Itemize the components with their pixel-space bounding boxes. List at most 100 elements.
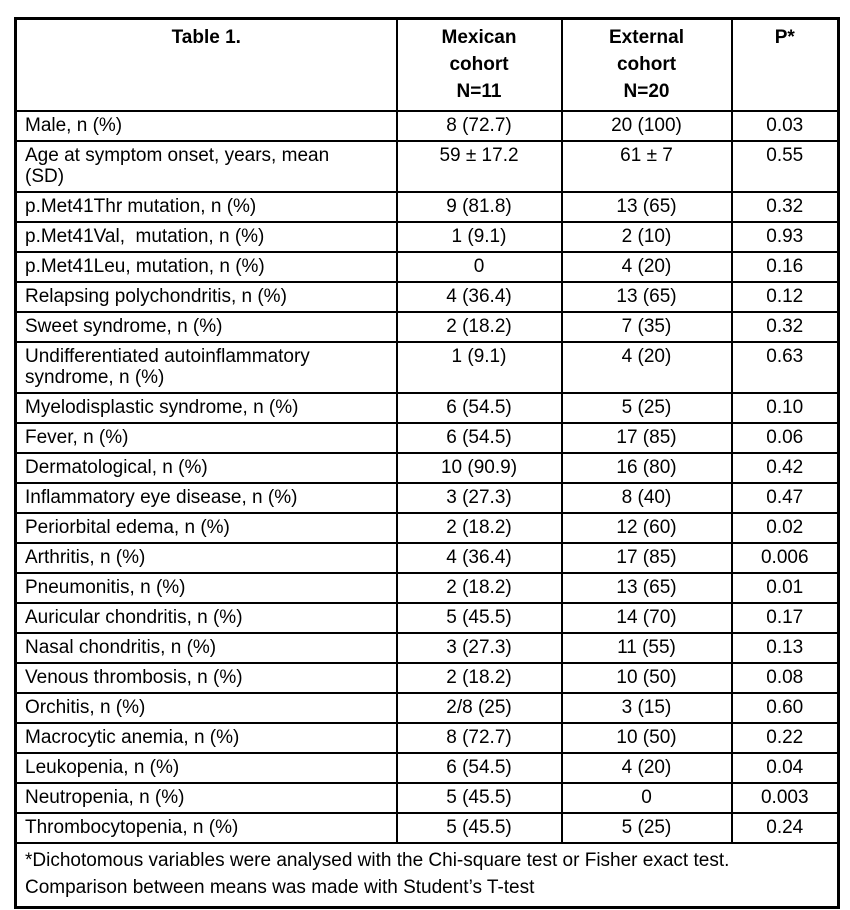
mexican-cohort-value: 6 (54.5) <box>395 392 563 424</box>
external-cohort-value: 4 (20) <box>560 251 733 283</box>
mexican-cohort-value: 1 (9.1) <box>395 221 563 253</box>
p-value: 0.13 <box>730 632 840 664</box>
mexican-cohort-value: 4 (36.4) <box>395 542 563 574</box>
external-cohort-value: 17 (85) <box>560 542 733 574</box>
row-label: Periorbital edema, n (%) <box>14 512 398 544</box>
p-value: 0.42 <box>730 452 840 484</box>
table-row: Leukopenia, n (%) 6 (54.5) 4 (20) 0.04 <box>14 752 840 784</box>
table-row: Orchitis, n (%) 2/8 (25) 3 (15) 0.60 <box>14 692 840 724</box>
external-cohort-value: 12 (60) <box>560 512 733 544</box>
external-cohort-value: 10 (50) <box>560 662 733 694</box>
p-value: 0.60 <box>730 692 840 724</box>
external-cohort-value: 4 (20) <box>560 341 733 394</box>
p-value: 0.55 <box>730 140 840 193</box>
p-value: 0.16 <box>730 251 840 283</box>
mexican-cohort-value: 2/8 (25) <box>395 692 563 724</box>
p-value: 0.006 <box>730 542 840 574</box>
p-value: 0.32 <box>730 311 840 343</box>
p-value: 0.63 <box>730 341 840 394</box>
header-external-cohort: External cohort N=20 <box>560 17 733 112</box>
external-cohort-value: 10 (50) <box>560 722 733 754</box>
table-row: Fever, n (%) 6 (54.5) 17 (85) 0.06 <box>14 422 840 454</box>
table-row: p.Met41Leu, mutation, n (%) 0 4 (20) 0.1… <box>14 251 840 283</box>
mexican-cohort-value: 8 (72.7) <box>395 110 563 142</box>
mexican-cohort-value: 5 (45.5) <box>395 602 563 634</box>
row-label: Fever, n (%) <box>14 422 398 454</box>
mexican-cohort-value: 5 (45.5) <box>395 782 563 814</box>
row-label: Age at symptom onset, years, mean (SD) <box>14 140 398 193</box>
mexican-cohort-value: 59 ± 17.2 <box>395 140 563 193</box>
table-row: Arthritis, n (%) 4 (36.4) 17 (85) 0.006 <box>14 542 840 574</box>
mexican-cohort-value: 2 (18.2) <box>395 512 563 544</box>
table-row: Inflammatory eye disease, n (%) 3 (27.3)… <box>14 482 840 514</box>
table-row: Neutropenia, n (%) 5 (45.5) 0 0.003 <box>14 782 840 814</box>
external-cohort-value: 17 (85) <box>560 422 733 454</box>
external-cohort-value: 8 (40) <box>560 482 733 514</box>
row-label: Dermatological, n (%) <box>14 452 398 484</box>
row-label: Sweet syndrome, n (%) <box>14 311 398 343</box>
external-cohort-value: 11 (55) <box>560 632 733 664</box>
row-label: Nasal chondritis, n (%) <box>14 632 398 664</box>
table-row: Relapsing polychondritis, n (%) 4 (36.4)… <box>14 281 840 313</box>
table-body: Male, n (%) 8 (72.7) 20 (100) 0.03 Age a… <box>14 110 840 844</box>
mexican-cohort-value: 4 (36.4) <box>395 281 563 313</box>
p-value: 0.06 <box>730 422 840 454</box>
external-cohort-value: 5 (25) <box>560 392 733 424</box>
header-row: Table 1. Mexican cohort N=11 External co… <box>14 17 840 112</box>
header-p-value: P* <box>730 17 840 112</box>
row-label: Pneumonitis, n (%) <box>14 572 398 604</box>
table-row: Age at symptom onset, years, mean (SD) 5… <box>14 140 840 193</box>
row-label: Macrocytic anemia, n (%) <box>14 722 398 754</box>
row-label: Undifferentiated autoinflammatory syndro… <box>14 341 398 394</box>
mexican-cohort-value: 6 (54.5) <box>395 422 563 454</box>
p-value: 0.08 <box>730 662 840 694</box>
table-row: Nasal chondritis, n (%) 3 (27.3) 11 (55)… <box>14 632 840 664</box>
row-label: Thrombocytopenia, n (%) <box>14 812 398 844</box>
p-value: 0.03 <box>730 110 840 142</box>
external-cohort-value: 14 (70) <box>560 602 733 634</box>
external-cohort-value: 7 (35) <box>560 311 733 343</box>
row-label: Relapsing polychondritis, n (%) <box>14 281 398 313</box>
row-label: Arthritis, n (%) <box>14 542 398 574</box>
table-row: p.Met41Val, mutation, n (%) 1 (9.1) 2 (1… <box>14 221 840 253</box>
p-value: 0.93 <box>730 221 840 253</box>
table-header: Table 1. Mexican cohort N=11 External co… <box>14 17 840 112</box>
mexican-cohort-value: 2 (18.2) <box>395 662 563 694</box>
table-row: Auricular chondritis, n (%) 5 (45.5) 14 … <box>14 602 840 634</box>
p-value: 0.22 <box>730 722 840 754</box>
table-footer: *Dichotomous variables were analysed wit… <box>14 842 840 909</box>
table-row: Male, n (%) 8 (72.7) 20 (100) 0.03 <box>14 110 840 142</box>
mexican-cohort-value: 5 (45.5) <box>395 812 563 844</box>
p-value: 0.17 <box>730 602 840 634</box>
mexican-cohort-value: 9 (81.8) <box>395 191 563 223</box>
mexican-cohort-value: 3 (27.3) <box>395 482 563 514</box>
table-row: Sweet syndrome, n (%) 2 (18.2) 7 (35) 0.… <box>14 311 840 343</box>
external-cohort-value: 61 ± 7 <box>560 140 733 193</box>
p-value: 0.003 <box>730 782 840 814</box>
p-value: 0.04 <box>730 752 840 784</box>
row-label: Myelodisplastic syndrome, n (%) <box>14 392 398 424</box>
mexican-cohort-value: 10 (90.9) <box>395 452 563 484</box>
p-value: 0.10 <box>730 392 840 424</box>
mexican-cohort-value: 2 (18.2) <box>395 572 563 604</box>
table-row: Thrombocytopenia, n (%) 5 (45.5) 5 (25) … <box>14 812 840 844</box>
row-label: Neutropenia, n (%) <box>14 782 398 814</box>
footnote: *Dichotomous variables were analysed wit… <box>14 842 840 909</box>
external-cohort-value: 13 (65) <box>560 281 733 313</box>
mexican-cohort-value: 8 (72.7) <box>395 722 563 754</box>
table-row: Periorbital edema, n (%) 2 (18.2) 12 (60… <box>14 512 840 544</box>
external-cohort-value: 5 (25) <box>560 812 733 844</box>
row-label: p.Met41Val, mutation, n (%) <box>14 221 398 253</box>
table-row: Myelodisplastic syndrome, n (%) 6 (54.5)… <box>14 392 840 424</box>
row-label: p.Met41Thr mutation, n (%) <box>14 191 398 223</box>
p-value: 0.02 <box>730 512 840 544</box>
table-row: Venous thrombosis, n (%) 2 (18.2) 10 (50… <box>14 662 840 694</box>
row-label: Venous thrombosis, n (%) <box>14 662 398 694</box>
table-row: p.Met41Thr mutation, n (%) 9 (81.8) 13 (… <box>14 191 840 223</box>
row-label: Leukopenia, n (%) <box>14 752 398 784</box>
external-cohort-value: 16 (80) <box>560 452 733 484</box>
external-cohort-value: 2 (10) <box>560 221 733 253</box>
p-value: 0.24 <box>730 812 840 844</box>
external-cohort-value: 3 (15) <box>560 692 733 724</box>
